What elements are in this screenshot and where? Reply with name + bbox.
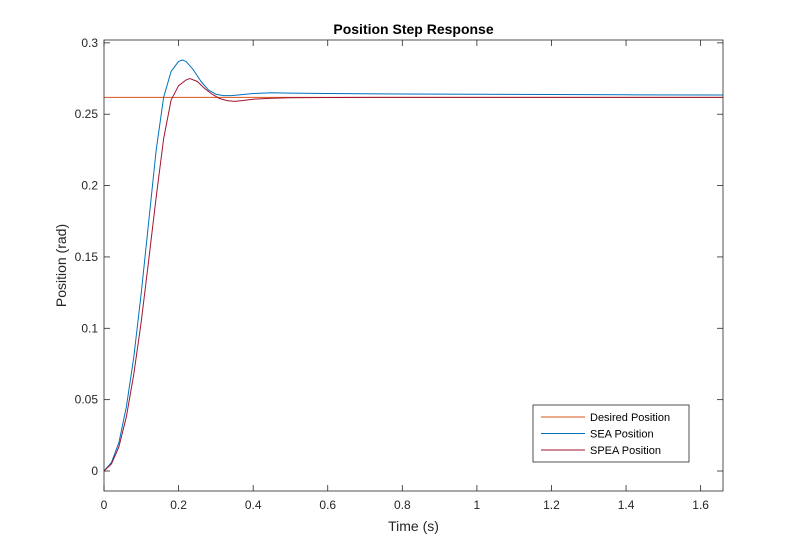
x-tick-label: 0.4 <box>245 498 262 512</box>
x-tick-label: 0.6 <box>319 498 336 512</box>
axes-box <box>103 39 724 492</box>
x-tick-label: 0.8 <box>394 498 411 512</box>
ticks-layer: 0 0.2 0.4 0.6 0.8 1 1.2 1.4 1.6 0 0.05 0.1 0.15 0.2 0.… <box>75 36 723 512</box>
legend: Desired Position SEA Position SPEA Positio… <box>532 404 690 463</box>
x-tick-label: 1.2 <box>543 498 560 512</box>
y-axis-label: Position (rad) <box>53 224 69 307</box>
x-tick-label: 1.4 <box>618 498 635 512</box>
x-axis-label: Time (s) <box>388 518 439 534</box>
x-tick-label: 0 <box>101 498 108 512</box>
x-tick-label: 1 <box>474 498 481 512</box>
x-tick-label: 1.6 <box>692 498 709 512</box>
y-tick-label: 0.1 <box>81 321 98 335</box>
chart-title: Position Step Response <box>333 21 493 37</box>
legend-label-1: SEA Position <box>590 429 654 441</box>
y-tick-label: 0.05 <box>75 393 99 407</box>
series-line-2 <box>103 78 723 472</box>
y-tick-label: 0 <box>91 464 98 478</box>
y-tick-label: 0.3 <box>81 36 98 50</box>
y-tick-label: 0.15 <box>75 250 99 264</box>
series-layer <box>103 59 724 472</box>
x-tick-label: 0.2 <box>170 498 187 512</box>
y-tick-label: 0.2 <box>81 179 98 193</box>
legend-label-2: SPEA Position <box>590 445 661 457</box>
series-line-1 <box>103 59 724 472</box>
legend-label-0: Desired Position <box>590 412 670 424</box>
y-tick-label: 0.25 <box>75 107 99 121</box>
